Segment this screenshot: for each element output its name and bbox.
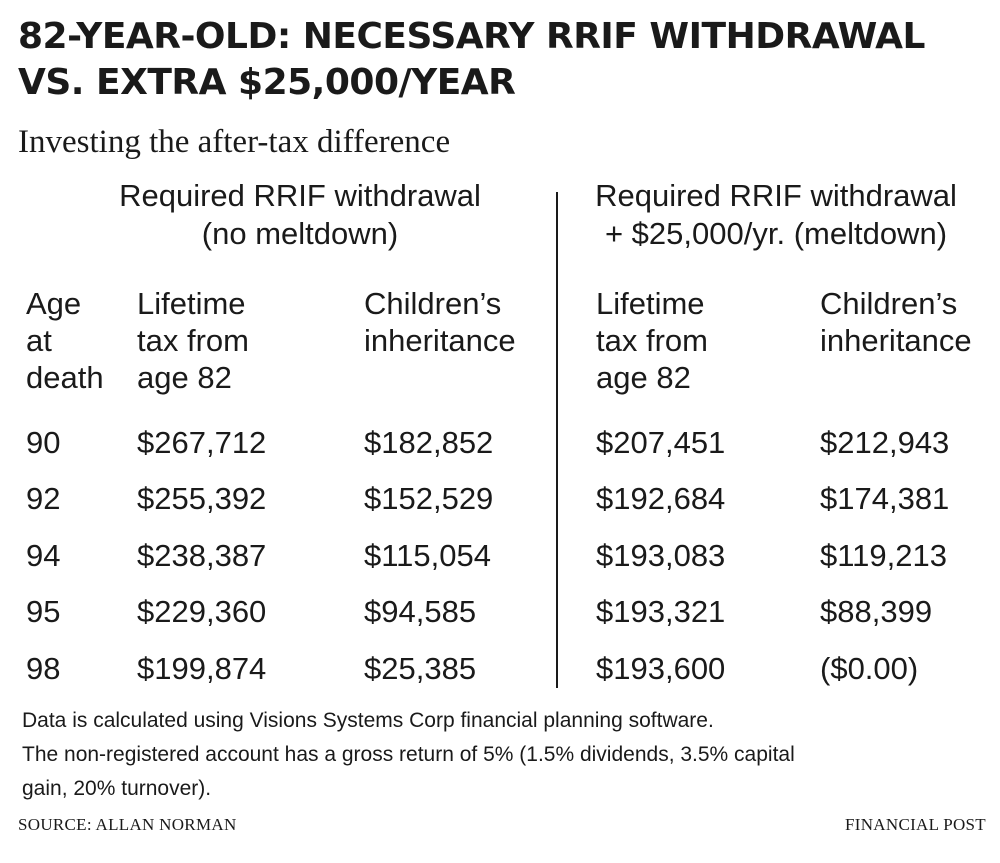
cell-inheritance-left: $182,852 <box>364 425 494 460</box>
cell-tax-right: $193,600 <box>596 651 726 686</box>
group-header-line: Required RRIF withdrawal <box>595 178 957 213</box>
cell-tax-left: $238,387 <box>137 538 267 573</box>
cell-inheritance-left: $25,385 <box>364 651 477 686</box>
cell-inheritance-right: $88,399 <box>820 594 933 629</box>
column-header-age: Age at death <box>26 285 104 396</box>
column-divider <box>556 192 558 688</box>
column-header-line: at <box>26 323 52 358</box>
cell-inheritance-right: $119,213 <box>820 538 947 573</box>
column-header-line: age 82 <box>596 360 691 395</box>
column-header-line: Lifetime <box>137 286 246 321</box>
group-header-meltdown: Required RRIF withdrawal + $25,000/yr. (… <box>574 177 978 253</box>
source-credit: SOURCE: ALLAN NORMAN <box>18 815 237 834</box>
cell-tax-right: $193,321 <box>596 594 726 629</box>
cell-tax-right: $193,083 <box>596 538 726 573</box>
column-header-tax-left: Lifetime tax from age 82 <box>137 285 249 396</box>
column-header-line: Lifetime <box>596 286 705 321</box>
group-header-line: (no meltdown) <box>201 216 399 251</box>
group-header-line: Required RRIF withdrawal <box>119 178 481 213</box>
cell-tax-left: $255,392 <box>137 481 267 516</box>
cell-inheritance-left: $152,529 <box>364 481 494 516</box>
cell-age: 94 <box>26 538 61 573</box>
publisher-credit: FINANCIAL POST <box>845 815 986 834</box>
group-header-no-meltdown: Required RRIF withdrawal (no meltdown) <box>108 177 492 253</box>
cell-inheritance-right: ($0.00) <box>820 651 919 686</box>
cell-tax-left: $267,712 <box>137 425 267 460</box>
column-header-line: Children’s <box>820 286 958 321</box>
cell-tax-left: $199,874 <box>137 651 267 686</box>
cell-age: 90 <box>26 425 61 460</box>
cell-age: 95 <box>26 594 61 629</box>
column-header-line: inheritance <box>820 323 972 358</box>
cell-inheritance-left: $115,054 <box>364 538 491 573</box>
footnote-line: The non-registered account has a gross r… <box>22 743 795 766</box>
cell-age: 98 <box>26 651 61 686</box>
footnote-line: Data is calculated using Visions Systems… <box>22 709 714 732</box>
footnote-line: gain, 20% turnover). <box>22 777 212 800</box>
page-title: 82-YEAR-OLD: NECESSARY RRIF WITHDRAWAL V… <box>18 16 925 103</box>
cell-tax-right: $192,684 <box>596 481 726 516</box>
cell-tax-right: $207,451 <box>596 425 726 460</box>
page-subtitle: Investing the after-tax difference <box>18 124 451 160</box>
cell-inheritance-left: $94,585 <box>364 594 477 629</box>
column-header-line: age 82 <box>137 360 232 395</box>
column-header-line: tax from <box>137 323 249 358</box>
cell-inheritance-right: $174,381 <box>820 481 950 516</box>
cell-age: 92 <box>26 481 61 516</box>
group-header-line: + $25,000/yr. (meltdown) <box>604 216 948 251</box>
cell-inheritance-right: $212,943 <box>820 425 950 460</box>
column-header-line: Children’s <box>364 286 502 321</box>
cell-tax-left: $229,360 <box>137 594 267 629</box>
column-header-tax-right: Lifetime tax from age 82 <box>596 285 708 396</box>
column-header-line: inheritance <box>364 323 516 358</box>
column-header-line: Age <box>26 286 82 321</box>
column-header-line: death <box>26 360 104 395</box>
column-header-inheritance-left: Children’s inheritance <box>364 285 516 359</box>
column-header-inheritance-right: Children’s inheritance <box>820 285 972 359</box>
column-header-line: tax from <box>596 323 708 358</box>
